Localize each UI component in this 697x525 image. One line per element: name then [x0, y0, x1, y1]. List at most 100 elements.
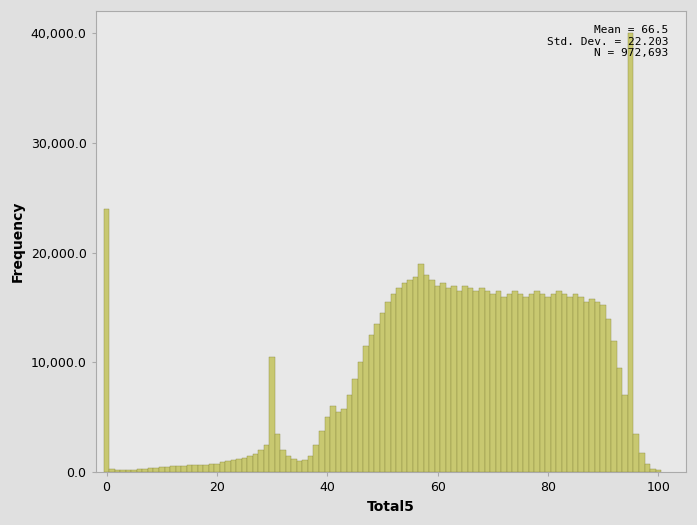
Bar: [220, 463, 225, 472]
Bar: [187, 466, 192, 472]
Bar: [468, 288, 473, 472]
Bar: [330, 406, 335, 472]
Bar: [600, 306, 606, 472]
Bar: [346, 395, 352, 472]
Bar: [341, 408, 346, 472]
Bar: [142, 469, 148, 472]
Bar: [622, 395, 628, 472]
Bar: [275, 434, 280, 472]
Bar: [457, 291, 462, 472]
Bar: [374, 324, 380, 472]
Bar: [208, 464, 214, 473]
Bar: [573, 295, 579, 472]
Bar: [512, 291, 518, 472]
Bar: [551, 295, 556, 472]
Bar: [645, 464, 650, 472]
Bar: [452, 286, 457, 472]
Bar: [170, 466, 176, 472]
Bar: [528, 295, 534, 472]
Bar: [352, 379, 358, 473]
Bar: [518, 295, 523, 472]
Bar: [380, 313, 385, 472]
Bar: [259, 450, 264, 472]
Bar: [617, 368, 622, 472]
Bar: [590, 299, 595, 472]
Bar: [606, 319, 611, 472]
Bar: [280, 450, 286, 472]
Bar: [236, 459, 242, 472]
Bar: [639, 453, 645, 472]
Bar: [153, 468, 159, 473]
Bar: [391, 295, 397, 472]
Bar: [308, 456, 314, 472]
Bar: [441, 284, 446, 472]
Bar: [319, 430, 325, 473]
Bar: [121, 470, 126, 472]
Bar: [253, 454, 259, 473]
Bar: [181, 466, 187, 472]
Bar: [385, 302, 391, 472]
Bar: [369, 335, 374, 472]
Bar: [413, 277, 418, 472]
Bar: [176, 466, 181, 472]
Bar: [126, 470, 132, 472]
X-axis label: Total5: Total5: [367, 500, 415, 514]
Bar: [579, 297, 584, 472]
Bar: [132, 469, 137, 472]
Bar: [567, 297, 573, 472]
Bar: [490, 295, 496, 472]
Bar: [473, 291, 479, 472]
Bar: [656, 470, 661, 472]
Bar: [164, 467, 170, 472]
Bar: [562, 295, 567, 472]
Bar: [634, 434, 639, 472]
Bar: [479, 288, 484, 472]
Bar: [539, 295, 545, 472]
Bar: [584, 302, 590, 472]
Bar: [501, 297, 507, 472]
Bar: [496, 291, 501, 472]
Bar: [358, 362, 363, 473]
Bar: [325, 417, 330, 472]
Bar: [523, 297, 528, 472]
Bar: [595, 302, 600, 472]
Bar: [363, 346, 369, 472]
Text: Mean = 66.5
Std. Dev. = 22.203
N = 972,693: Mean = 66.5 Std. Dev. = 22.203 N = 972,6…: [546, 25, 668, 58]
Bar: [401, 284, 407, 472]
Bar: [556, 291, 562, 472]
Bar: [214, 464, 220, 472]
Bar: [446, 288, 452, 472]
Bar: [203, 465, 208, 472]
Bar: [231, 460, 236, 472]
Bar: [545, 297, 551, 472]
Bar: [109, 469, 115, 472]
Bar: [115, 470, 121, 472]
Y-axis label: Frequency: Frequency: [11, 201, 25, 282]
Bar: [225, 461, 231, 473]
Bar: [264, 445, 269, 473]
Bar: [314, 445, 319, 473]
Bar: [159, 467, 164, 472]
Bar: [198, 465, 203, 472]
Bar: [484, 291, 490, 472]
Bar: [650, 469, 656, 472]
Bar: [507, 295, 512, 472]
Bar: [462, 286, 468, 472]
Bar: [242, 458, 247, 472]
Bar: [418, 264, 424, 472]
Bar: [247, 456, 253, 472]
Bar: [435, 286, 441, 472]
Bar: [302, 460, 308, 472]
Bar: [424, 275, 429, 472]
Bar: [534, 291, 539, 472]
Bar: [192, 465, 198, 472]
Bar: [429, 280, 435, 472]
Bar: [148, 468, 153, 472]
Bar: [335, 412, 341, 472]
Bar: [286, 456, 291, 472]
Bar: [291, 459, 297, 472]
Bar: [137, 469, 142, 472]
Bar: [628, 33, 634, 472]
Bar: [269, 357, 275, 472]
Bar: [104, 209, 109, 472]
